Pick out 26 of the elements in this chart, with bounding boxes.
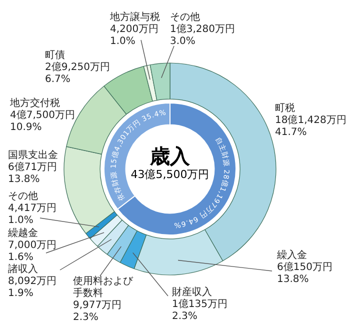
slice-label: 地方譲与税 bbox=[110, 12, 160, 23]
slice-label: 町税 bbox=[275, 103, 295, 114]
slice-label: 地方交付税 bbox=[10, 98, 60, 109]
data-label: 8,092万円 1.9% bbox=[8, 276, 57, 299]
data-label: 4,200万円 1.0% bbox=[110, 24, 159, 47]
slice-label: 財産収入 bbox=[172, 287, 212, 298]
data-label: 9,977万円 2.3% bbox=[73, 300, 122, 323]
data-label: 1億3,280万円 3.0% bbox=[170, 24, 235, 47]
data-label: 6億150万円 13.8% bbox=[277, 262, 332, 285]
slice-label: その他 bbox=[170, 12, 200, 23]
slice-label: 国県支出金 bbox=[8, 150, 58, 161]
data-label: 4,417万円 1.0% bbox=[8, 203, 57, 226]
data-label: 1億135万円 2.3% bbox=[172, 299, 228, 322]
data-label: 6億71万円 13.8% bbox=[8, 162, 58, 185]
text: 歳入 bbox=[148, 144, 191, 168]
slice-label: 諸収入 bbox=[8, 264, 38, 275]
data-label: 7,000万円 1.6% bbox=[8, 240, 57, 263]
slice-label: 繰越金 bbox=[8, 228, 38, 239]
data-label: 2億9,250万円 6.7% bbox=[45, 62, 110, 85]
text: 43億5,500万円 bbox=[130, 168, 210, 182]
data-label: 4億7,500万円 10.9% bbox=[10, 110, 75, 133]
slice-label: 繰入金 bbox=[277, 250, 307, 261]
slice-label: 町債 bbox=[45, 50, 65, 61]
slice-label: その他 bbox=[8, 191, 38, 202]
data-label: 18億1,428万円 41.7% bbox=[275, 115, 346, 138]
slice-label: 使用料および手数料 bbox=[73, 276, 133, 299]
